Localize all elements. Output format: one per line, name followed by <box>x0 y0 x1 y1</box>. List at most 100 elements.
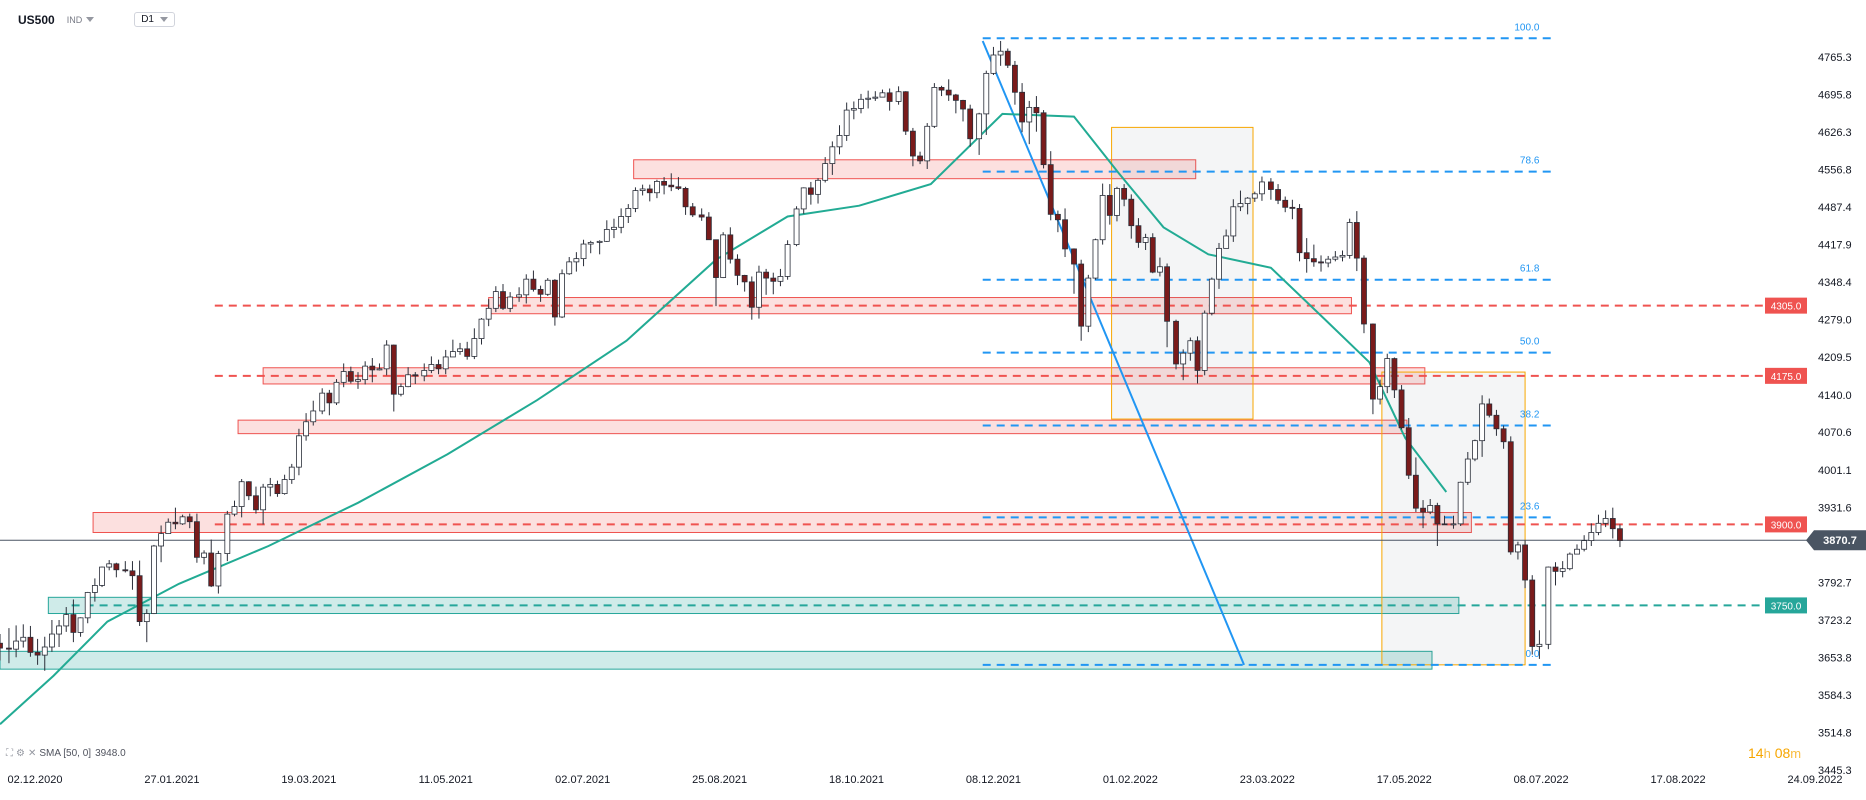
candle-body <box>646 188 653 194</box>
candle-body <box>1536 643 1543 647</box>
price-label-badge <box>1765 516 1807 533</box>
fib-label: 78.6 <box>1520 156 1540 167</box>
candle-body <box>639 188 646 191</box>
exchange-selector[interactable]: IND <box>67 15 95 25</box>
candle-body <box>1370 323 1376 400</box>
candle-body <box>143 613 150 623</box>
candle-body <box>917 155 923 162</box>
indicator-label: SMA [50, 0] <box>39 748 92 759</box>
x-tick-label: 08.07.2022 <box>1514 774 1569 786</box>
candle-body <box>1078 263 1085 327</box>
candle-body <box>1545 566 1552 645</box>
candle-body <box>530 278 537 290</box>
candle-body <box>319 392 326 412</box>
candle-body <box>1391 358 1398 391</box>
candle-body <box>544 279 551 295</box>
candle-body <box>675 186 682 189</box>
candle-body <box>238 481 245 507</box>
candle-body <box>1187 340 1194 354</box>
candle-body <box>741 274 748 283</box>
price-label-text: 4305.0 <box>1771 302 1802 313</box>
candle-body <box>457 348 463 352</box>
candle-body <box>1609 518 1616 530</box>
resistance-zone <box>92 512 1472 533</box>
candle-body <box>99 566 105 586</box>
candle-body <box>1237 203 1244 208</box>
candle-body <box>186 516 193 523</box>
chevron-down-icon <box>86 17 95 22</box>
candle-body <box>829 146 836 164</box>
candle-body <box>478 318 485 339</box>
candle-body <box>1289 206 1296 209</box>
candle-body <box>596 240 603 243</box>
candle-body <box>231 506 238 515</box>
candle-body <box>1427 505 1434 513</box>
candle-body <box>158 533 165 547</box>
candle-body <box>872 96 879 99</box>
candle-body <box>91 585 98 593</box>
candle-body <box>865 97 872 100</box>
price-label-text: 4175.0 <box>1771 372 1802 383</box>
candle-body <box>412 374 419 377</box>
candle-body <box>1346 222 1353 256</box>
candle-body <box>1450 523 1457 526</box>
candle-body <box>938 87 945 91</box>
candle-body <box>566 261 573 275</box>
y-tick-label: 4070.6 <box>1818 427 1852 439</box>
fib-label: 100.0 <box>1514 22 1539 33</box>
candle-body <box>1296 208 1303 254</box>
candle-body <box>1595 522 1602 533</box>
candle-body <box>1574 548 1580 555</box>
timeframe-selector[interactable]: D1 <box>134 12 175 27</box>
candle-body <box>106 563 113 568</box>
x-tick-label: 02.07.2021 <box>555 774 610 786</box>
candle-body <box>281 479 288 495</box>
candle-body <box>1251 193 1258 199</box>
candle-body <box>682 188 689 208</box>
y-tick-label: 4765.3 <box>1818 52 1852 64</box>
candle-body <box>193 521 200 558</box>
candle-body <box>1332 256 1339 260</box>
candle-body <box>1121 188 1128 200</box>
support-zone <box>0 650 1433 670</box>
indicator-value: 3948.0 <box>95 748 126 759</box>
candle-body <box>1033 106 1040 114</box>
close-icon[interactable]: ✕ <box>27 748 36 759</box>
candle-body <box>84 592 91 619</box>
settings-icon[interactable]: ⚙ <box>16 748 25 759</box>
candle-body <box>1135 225 1142 243</box>
visibility-toggle-icon[interactable]: ⛶ <box>6 748 13 759</box>
candle-body <box>516 294 522 298</box>
candle-body <box>208 552 215 587</box>
candle-body <box>836 135 843 148</box>
x-tick-label: 25.08.2021 <box>692 774 747 786</box>
candle-body <box>303 421 309 437</box>
candle-body <box>1099 195 1106 241</box>
candle-body <box>310 410 317 423</box>
candle-body <box>1588 532 1595 541</box>
candle-body <box>807 187 814 195</box>
candle-body <box>1617 528 1623 541</box>
candle-body <box>1303 252 1310 260</box>
candle-body <box>603 229 610 242</box>
y-tick-label: 3653.8 <box>1818 652 1852 664</box>
candle-body <box>1216 247 1222 280</box>
candle-body <box>151 545 157 614</box>
x-tick-label: 02.12.2020 <box>7 774 62 786</box>
exchange-label: IND <box>66 14 83 25</box>
candle-body <box>1194 340 1201 371</box>
price-label-badge <box>1765 597 1807 614</box>
candle-body <box>793 208 800 245</box>
countdown-minutes: 08 <box>1774 745 1791 761</box>
candle-body <box>1479 403 1486 442</box>
candle-body <box>983 72 990 115</box>
y-tick-label: 4140.0 <box>1818 390 1852 402</box>
symbol-label[interactable]: US500 <box>18 12 55 27</box>
bar-countdown: 14h 08m <box>1748 745 1801 761</box>
candle-body <box>1377 386 1383 400</box>
x-tick-label: 08.12.2021 <box>966 774 1021 786</box>
candle-body <box>770 277 777 282</box>
candle-body <box>136 575 143 623</box>
